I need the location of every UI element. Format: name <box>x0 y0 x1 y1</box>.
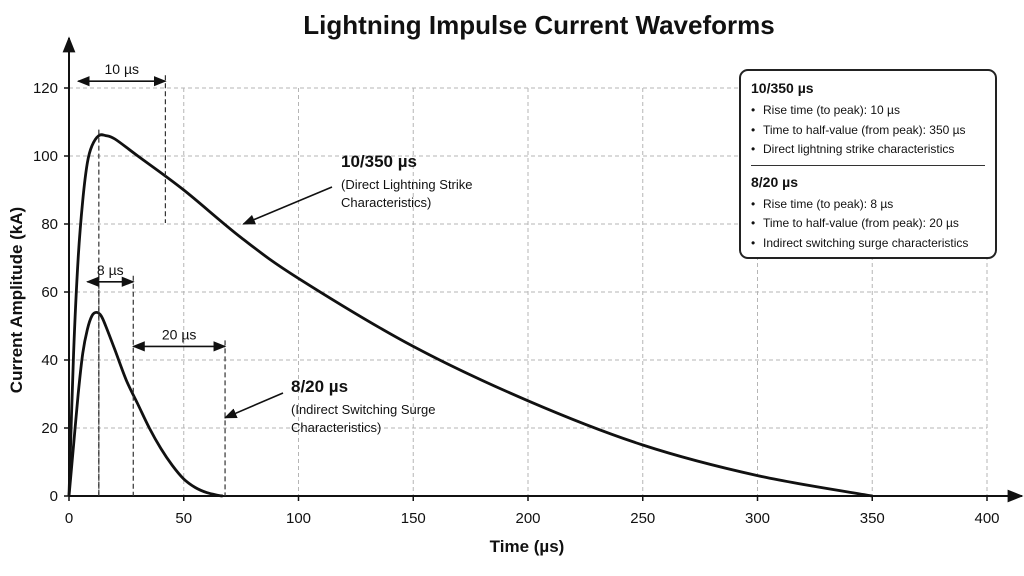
series-line-8-20 <box>67 311 223 498</box>
annotation-title: 8/20 µs <box>291 377 348 396</box>
annotation-arrow <box>223 392 284 419</box>
annotation-text: Characteristics) <box>341 195 431 210</box>
annotation-title: 10/350 µs <box>341 152 417 171</box>
legend-group-title: 8/20 µs <box>751 173 798 190</box>
x-tick-label: 100 <box>286 510 311 527</box>
legend-item: Time to half-value (from peak): 20 µs <box>751 214 985 234</box>
y-tick-label: 60 <box>41 284 58 301</box>
x-tick-label: 350 <box>860 510 885 527</box>
legend-item: Direct lightning strike characteristics <box>751 140 985 160</box>
x-tick-label: 150 <box>401 510 426 527</box>
y-tick-label: 120 <box>33 80 58 97</box>
dimension-label: 10 µs <box>105 61 140 77</box>
series-group <box>67 133 873 498</box>
legend-item: Time to half-value (from peak): 350 µs <box>751 121 985 141</box>
y-tick-label: 20 <box>41 420 58 437</box>
x-tick-label: 0 <box>65 510 73 527</box>
legend-box: 10/350 µs Rise time (to peak): 10 µs Tim… <box>739 69 997 259</box>
x-tick-label: 300 <box>745 510 770 527</box>
legend-group-title: 10/350 µs <box>751 80 814 96</box>
x-tick-label: 400 <box>974 510 999 527</box>
legend-divider <box>751 164 985 166</box>
x-tick-label: 250 <box>630 510 655 527</box>
x-tick-label: 200 <box>515 510 540 527</box>
annotation-text: Characteristics) <box>291 420 381 435</box>
y-tick-label: 100 <box>33 148 58 165</box>
annotations: 10/350 µs (Direct Lightning Strike Charact… <box>223 152 473 435</box>
y-axis-label: Current Amplitude (kA) <box>7 206 26 394</box>
legend-item: Indirect switching surge characteristics <box>751 234 985 254</box>
legend-item: Rise time (to peak): 10 µs <box>751 101 985 121</box>
dimension-label: 8 µs <box>97 262 124 278</box>
y-tick-label: 80 <box>41 216 58 233</box>
annotation-text: (Direct Lightning Strike <box>341 177 473 192</box>
annotation-arrow <box>242 186 333 225</box>
chart-title: Lightning Impulse Current Waveforms <box>303 10 775 40</box>
dimension-label: 20 µs <box>162 326 197 342</box>
x-axis-label: Time (µs) <box>489 537 565 556</box>
y-tick-label: 40 <box>41 352 58 369</box>
legend-item: Rise time (to peak): 8 µs <box>751 195 985 215</box>
axes: 0 50 100 150 200 250 300 350 400 0 20 40 60 80 100 120 <box>33 36 1024 527</box>
annotation-text: (Indirect Switching Surge <box>291 402 436 417</box>
dimension-markers: 10 µs 8 µs 20 µs <box>76 61 227 496</box>
y-tick-label: 0 <box>50 488 58 505</box>
series-line-10-350 <box>67 133 873 498</box>
x-tick-label: 50 <box>175 510 192 527</box>
